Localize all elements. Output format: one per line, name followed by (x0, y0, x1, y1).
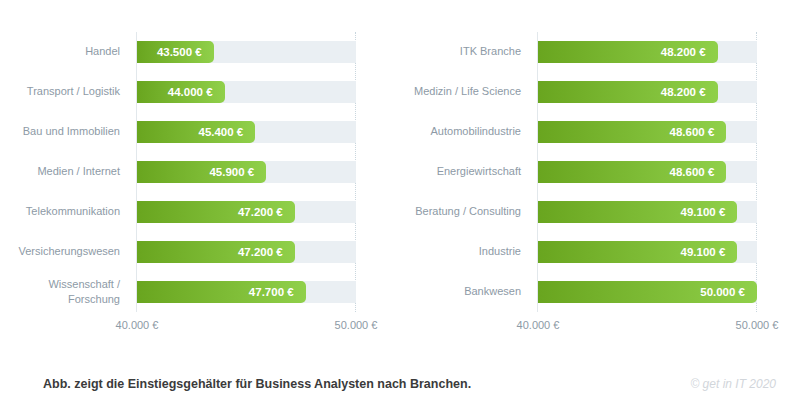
category-label: Bankwesen (401, 284, 531, 299)
plot-cell: 43.500 € (137, 41, 356, 63)
category-label: ITK Branche (401, 44, 531, 59)
plot-cell: 48.200 € (538, 41, 757, 63)
plot-cell: 47.700 € (137, 281, 356, 303)
plot-cell: 45.900 € (137, 161, 356, 183)
category-label: Telekommunikation (0, 204, 130, 219)
value-bar: 50.000 € (538, 281, 757, 303)
plot-cell: 49.100 € (538, 241, 757, 263)
copyright-note: © get in IT 2020 (690, 377, 776, 391)
plot-cell: 44.000 € (137, 81, 356, 103)
value-label: 48.600 € (670, 126, 715, 138)
category-label: Handel (0, 44, 130, 59)
bar-row: Energiewirtschaft 48.600 € (401, 152, 757, 192)
x-tick-max: 50.000 € (335, 319, 378, 331)
category-label: Bau und Immobilien (0, 124, 130, 139)
value-bar: 49.100 € (538, 201, 737, 223)
category-label: Beratung / Consulting (401, 204, 531, 219)
chart-rows: ITK Branche48.200 €Medizin / Life Scienc… (401, 32, 757, 312)
bar-row: ITK Branche 48.200 € (401, 32, 757, 72)
value-bar: 49.100 € (538, 241, 737, 263)
bar-track: 48.600 € (538, 161, 757, 183)
plot-cell: 49.100 € (538, 201, 757, 223)
value-bar: 47.700 € (137, 281, 306, 303)
value-label: 44.000 € (168, 86, 213, 98)
salary-bar-chart-left: Handel 43.500 € Transport / Logistik 44.000… (0, 32, 356, 352)
bar-track: 43.500 € (137, 41, 356, 63)
bar-track: 48.200 € (538, 81, 757, 103)
value-label: 47.700 € (249, 286, 294, 298)
value-label: 48.600 € (670, 166, 715, 178)
plot-cell: 47.200 € (137, 241, 356, 263)
x-tick-min: 40.000 € (116, 319, 159, 331)
salary-bar-chart-right: ITK Branche48.200 €Medizin / Life Scienc… (401, 32, 757, 352)
category-label: Energiewirtschaft (401, 164, 531, 179)
bar-row: Medizin / Life Science 48.200 € (401, 72, 757, 112)
bar-row: Handel 43.500 € (0, 32, 356, 72)
bar-row: Medien / Internet 45.900 € (0, 152, 356, 192)
value-bar: 48.600 € (538, 161, 726, 183)
bar-track: 47.200 € (137, 201, 356, 223)
plot-cell: 48.600 € (538, 161, 757, 183)
bar-row: Bau und Immobilien 45.400 € (0, 112, 356, 152)
bar-row: Wissenschaft / Forschung 47.700 € (0, 272, 356, 312)
value-bar: 48.200 € (538, 41, 718, 63)
bar-row: Versicherungswesen 47.200 € (0, 232, 356, 272)
plot-cell: 48.200 € (538, 81, 757, 103)
value-label: 48.200 € (661, 86, 706, 98)
value-bar: 47.200 € (137, 201, 295, 223)
plot-cell: 48.600 € (538, 121, 757, 143)
bar-row: Beratung / Consulting 49.100 € (401, 192, 757, 232)
category-label: Versicherungswesen (0, 244, 130, 259)
category-label: Wissenschaft / Forschung (0, 277, 130, 308)
value-label: 43.500 € (157, 46, 202, 58)
x-tick-max: 50.000 € (736, 319, 779, 331)
category-label: Automobilindustrie (401, 124, 531, 139)
value-bar: 43.500 € (137, 41, 214, 63)
value-bar: 48.200 € (538, 81, 718, 103)
value-label: 45.400 € (198, 126, 243, 138)
bar-track: 45.900 € (137, 161, 356, 183)
bar-row: Automobilindustrie 48.600 € (401, 112, 757, 152)
value-label: 49.100 € (681, 246, 726, 258)
value-label: 47.200 € (238, 246, 283, 258)
bar-track: 48.600 € (538, 121, 757, 143)
value-label: 45.900 € (209, 166, 254, 178)
bar-track: 48.200 € (538, 41, 757, 63)
bar-track: 49.100 € (538, 241, 757, 263)
figure-caption: Abb. zeigt die Einstiegsgehälter für Bus… (43, 377, 471, 391)
value-bar: 45.900 € (137, 161, 266, 183)
plot-cell: 45.400 € (137, 121, 356, 143)
x-tick-min: 40.000 € (517, 319, 560, 331)
bar-track: 44.000 € (137, 81, 356, 103)
chart-rows: Handel 43.500 € Transport / Logistik 44.000… (0, 32, 356, 312)
value-bar: 47.200 € (137, 241, 295, 263)
bar-row: Bankwesen 50.000 € (401, 272, 757, 312)
value-bar: 45.400 € (137, 121, 255, 143)
bar-row: Telekommunikation 47.200 € (0, 192, 356, 232)
value-label: 50.000 € (700, 286, 745, 298)
category-label: Medizin / Life Science (401, 84, 531, 99)
bar-track: 45.400 € (137, 121, 356, 143)
bar-track: 47.200 € (137, 241, 356, 263)
category-label: Industrie (401, 244, 531, 259)
bar-row: Industrie 49.100 € (401, 232, 757, 272)
category-label: Transport / Logistik (0, 84, 130, 99)
value-bar: 48.600 € (538, 121, 726, 143)
plot-cell: 50.000 € (538, 281, 757, 303)
x-axis-ticks: 40.000 € 50.000 € (538, 319, 757, 333)
value-label: 49.100 € (681, 206, 726, 218)
value-bar: 44.000 € (137, 81, 225, 103)
value-label: 48.200 € (661, 46, 706, 58)
bar-track: 49.100 € (538, 201, 757, 223)
bar-row: Transport / Logistik 44.000 € (0, 72, 356, 112)
plot-cell: 47.200 € (137, 201, 356, 223)
bar-track: 47.700 € (137, 281, 356, 303)
x-axis-ticks: 40.000 € 50.000 € (137, 319, 356, 333)
bar-track: 50.000 € (538, 281, 757, 303)
value-label: 47.200 € (238, 206, 283, 218)
category-label: Medien / Internet (0, 164, 130, 179)
